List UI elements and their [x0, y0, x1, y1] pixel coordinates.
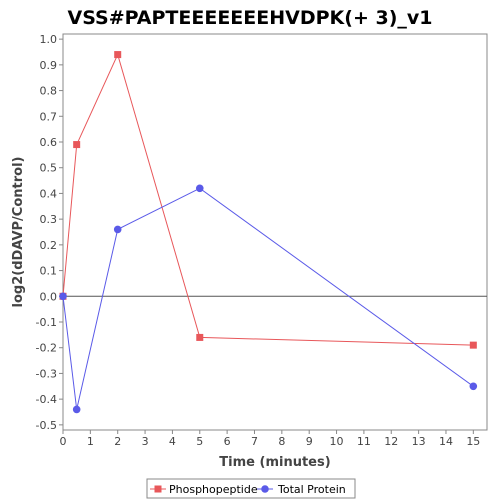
y-tick-label: -0.1 — [36, 316, 57, 329]
y-tick-label: 0.5 — [40, 162, 58, 175]
chart-title: VSS#PAPTEEEEEEEHVDPK(+ 3)_v1 — [67, 7, 432, 29]
x-tick-label: 6 — [224, 435, 231, 448]
x-tick-label: 3 — [142, 435, 149, 448]
y-tick-label: -0.5 — [36, 419, 57, 432]
data-point-square — [469, 341, 477, 349]
x-tick-label: 13 — [412, 435, 426, 448]
legend: Phosphopeptide Total Protein — [146, 478, 356, 499]
y-tick-label: 0.6 — [40, 136, 58, 149]
y-tick-label: -0.4 — [36, 393, 57, 406]
legend-label: Total Protein — [277, 483, 346, 496]
x-tick-label: 7 — [251, 435, 258, 448]
y-tick-label: 0.1 — [40, 265, 58, 278]
legend-box — [146, 478, 356, 499]
x-tick-label: 5 — [196, 435, 203, 448]
x-tick-label: 12 — [384, 435, 398, 448]
y-axis: -0.5 -0.4 -0.3 -0.2 -0.1 0.0 0.1 0.2 0.3 0.4 0.5 0.… — [36, 33, 63, 432]
x-tick-label: 10 — [330, 435, 344, 448]
data-point-circle — [195, 184, 204, 193]
data-point-circle — [469, 382, 478, 391]
data-point-square — [196, 333, 204, 341]
data-point-circle — [113, 225, 122, 234]
legend-label: Phosphopeptide — [169, 483, 258, 496]
x-axis: 0 1 2 3 4 5 6 7 8 9 10 11 12 13 14 15 — [60, 430, 480, 448]
y-tick-label: 0.0 — [40, 290, 58, 303]
x-tick-label: 8 — [278, 435, 285, 448]
y-tick-label: 1.0 — [40, 33, 58, 46]
x-tick-label: 0 — [60, 435, 67, 448]
y-tick-label: 0.4 — [40, 187, 58, 200]
x-axis-label: Time (minutes) — [219, 455, 330, 470]
plot-area — [62, 33, 488, 431]
y-tick-label: 0.2 — [40, 239, 58, 252]
data-point-square — [73, 141, 81, 149]
y-tick-label: 0.9 — [40, 59, 58, 72]
x-tick-label: 4 — [169, 435, 176, 448]
y-tick-label: 0.8 — [40, 85, 58, 98]
legend-marker-square — [154, 485, 162, 493]
data-point-circle — [72, 405, 81, 414]
x-tick-label: 1 — [87, 435, 94, 448]
y-tick-label: -0.3 — [36, 367, 57, 380]
series-total-protein — [59, 184, 478, 414]
y-tick-label: 0.3 — [40, 213, 58, 226]
x-tick-label: 2 — [114, 435, 121, 448]
y-tick-label: 0.7 — [40, 110, 58, 123]
x-tick-label: 11 — [357, 435, 371, 448]
x-tick-label: 9 — [306, 435, 313, 448]
x-tick-label: 14 — [439, 435, 453, 448]
data-point-square — [114, 51, 122, 59]
data-point-circle — [59, 292, 67, 301]
series-group — [59, 51, 478, 414]
x-tick-label: 15 — [466, 435, 480, 448]
y-axis-label: log2(dDAVP/Control) — [11, 157, 26, 308]
legend-marker-circle — [261, 485, 269, 493]
y-tick-label: -0.2 — [36, 342, 57, 355]
